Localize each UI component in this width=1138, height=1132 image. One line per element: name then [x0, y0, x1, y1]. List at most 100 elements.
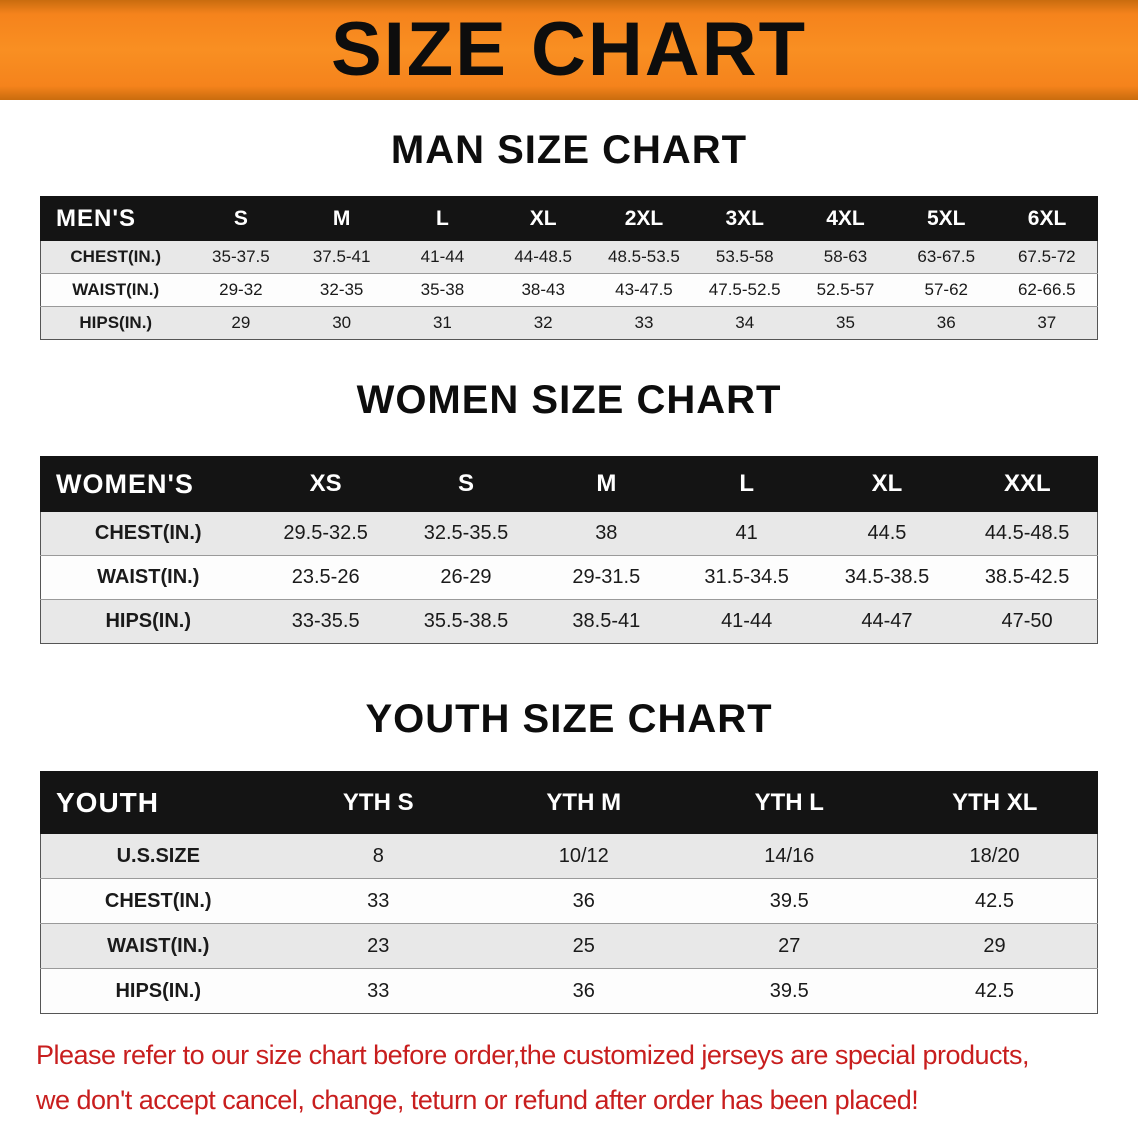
measurement-value: 41	[735, 522, 758, 544]
measurement-label: CHEST(IN.)	[104, 889, 212, 912]
table-title-cell: YOUTH	[40, 771, 276, 834]
women-section-heading: WOMEN SIZE CHART	[356, 378, 782, 422]
disclaimer-note: Please refer to our size chart before or…	[36, 1038, 1102, 1118]
measurement-value: 39.5	[769, 979, 809, 1002]
measurement-value: 29	[983, 934, 1006, 957]
size-header-cell: XL	[492, 196, 595, 241]
youth-size-table: YOUTH YTH S YTH M YTH L YTH XL U.S.SIZE 8 10/12…	[40, 771, 1098, 1014]
measurement-value: 23.5-26	[291, 566, 360, 588]
measurement-value: 35-38	[420, 280, 465, 299]
measurement-value: 33	[634, 313, 654, 332]
measurement-value: 32-35	[319, 280, 364, 299]
measurement-value: 29-31.5	[572, 566, 641, 588]
size-header-cell: YTH S	[275, 771, 482, 834]
table-header-row: YOUTH YTH S YTH M YTH L YTH XL	[40, 771, 1098, 834]
measurement-value: 33	[367, 889, 390, 912]
measurement-value: 37	[1037, 313, 1057, 332]
measurement-value: 18/20	[969, 844, 1020, 867]
measurement-value: 44-47	[861, 610, 913, 632]
measurement-value: 52.5-57	[816, 280, 875, 299]
measurement-value: 32	[533, 313, 553, 332]
size-header-cell: 5XL	[895, 196, 998, 241]
measurement-value: 38.5-41	[572, 610, 641, 632]
measurement-value: 36	[936, 313, 956, 332]
measurement-value: 36	[572, 889, 595, 912]
measurement-value: 32.5-35.5	[423, 522, 509, 544]
size-header-cell: XXL	[956, 456, 1099, 512]
measurement-value: 42.5	[975, 979, 1014, 1002]
measurement-value: 29.5-32.5	[283, 522, 368, 544]
measurement-value: 62-66.5	[1017, 280, 1076, 299]
measurement-row: WAIST(IN.) 29-32 32-35 35-38 38-43 43-47.5 47.…	[40, 273, 1098, 307]
women-size-table: WOMEN'S XS S M L XL XXL CHEST(IN.) 29.5-32.5 32.5…	[40, 456, 1099, 644]
measurement-value: 39.5	[769, 889, 809, 912]
measurement-value: 34.5-38.5	[844, 566, 930, 588]
measurement-value: 10/12	[558, 844, 609, 867]
measurement-value: 37.5-41	[312, 247, 371, 266]
measurement-value: 53.5-58	[715, 247, 774, 266]
measurement-value: 41-44	[420, 247, 465, 266]
measurement-row: CHEST(IN.) 29.5-32.5 32.5-35.5 38 41 44.5 44.5…	[40, 511, 1098, 556]
measurement-value: 42.5	[975, 889, 1014, 912]
size-header-cell: M	[290, 196, 393, 241]
measurement-value: 67.5-72	[1017, 247, 1076, 266]
size-header-cell: XS	[254, 456, 397, 512]
measurement-row: CHEST(IN.) 33 36 39.5 42.5	[40, 878, 1098, 924]
measurement-row: HIPS(IN.) 33-35.5 35.5-38.5 38.5-41 41-44 44-…	[40, 599, 1098, 644]
measurement-value: 35.5-38.5	[423, 610, 509, 632]
size-header-cell: M	[535, 456, 677, 512]
size-header-cell: YTH L	[686, 771, 893, 834]
measurement-label: U.S.SIZE	[116, 844, 200, 867]
youth-section-heading: YOUTH SIZE CHART	[365, 697, 773, 741]
measurement-label: CHEST(IN.)	[94, 522, 202, 544]
measurement-label: HIPS(IN.)	[79, 313, 153, 332]
measurement-value: 33	[367, 979, 390, 1002]
measurement-value: 41-44	[721, 610, 773, 632]
measurement-row: CHEST(IN.) 35-37.5 37.5-41 41-44 44-48.5 48.5…	[40, 240, 1098, 274]
measurement-value: 38-43	[521, 280, 565, 299]
size-header-cell: XL	[816, 456, 958, 512]
measurement-value: 29	[231, 313, 251, 332]
measurement-value: 27	[778, 934, 801, 957]
measurement-value: 25	[572, 934, 595, 957]
size-header-cell: 3XL	[693, 196, 796, 241]
measurement-value: 33-35.5	[291, 610, 360, 632]
measurement-value: 43-47.5	[615, 280, 673, 299]
measurement-value: 36	[572, 979, 595, 1002]
measurement-row: WAIST(IN.) 23.5-26 26-29 29-31.5 31.5-34.5 34…	[40, 555, 1098, 600]
size-header-cell: S	[395, 456, 537, 512]
measurement-value: 30	[332, 313, 352, 332]
measurement-value: 14/16	[764, 844, 815, 867]
measurement-label: WAIST(IN.)	[107, 934, 210, 957]
measurement-label: HIPS(IN.)	[105, 610, 192, 632]
size-header-cell: L	[391, 196, 494, 241]
measurement-row: HIPS(IN.) 33 36 39.5 42.5	[40, 968, 1098, 1014]
youth-size-section: YOUTH SIZE CHART YOUTH YTH S YTH M YTH L YTH…	[0, 699, 1138, 1014]
disclaimer-line-2: we don't accept cancel, change, teturn o…	[36, 1085, 919, 1116]
measurement-label: WAIST(IN.)	[72, 280, 160, 299]
measurement-value: 63-67.5	[917, 247, 976, 266]
measurement-value: 29-32	[219, 280, 263, 299]
measurement-value: 47-50	[1001, 610, 1053, 632]
table-title-cell: MEN'S	[40, 196, 191, 241]
size-header-cell: 6XL	[996, 196, 1098, 241]
measurement-value: 47.5-52.5	[708, 280, 781, 299]
men-section-heading: MAN SIZE CHART	[390, 128, 748, 172]
men-size-section: MAN SIZE CHART MEN'S S M L XL 2XL 3XL 4XL 5XL 6XL…	[0, 130, 1138, 340]
measurement-value: 23	[367, 934, 390, 957]
table-header-row: MEN'S S M L XL 2XL 3XL 4XL 5XL 6XL	[40, 196, 1098, 241]
table-header-row: WOMEN'S XS S M L XL XXL	[40, 456, 1099, 512]
measurement-value: 44-48.5	[514, 247, 573, 266]
banner-title: SIZE CHART	[331, 7, 807, 92]
size-header-cell: 4XL	[794, 196, 897, 241]
measurement-value: 31.5-34.5	[704, 566, 789, 588]
measurement-row: HIPS(IN.) 29 30 31 32 33 34 35 36 37	[40, 306, 1098, 340]
measurement-row: U.S.SIZE 8 10/12 14/16 18/20	[40, 833, 1098, 879]
size-header-cell: YTH M	[480, 771, 687, 834]
women-size-section: WOMEN SIZE CHART WOMEN'S XS S M L XL XXL CHEST(…	[0, 380, 1138, 644]
measurement-value: 8	[372, 844, 384, 867]
measurement-label: WAIST(IN.)	[97, 566, 200, 588]
measurement-value: 44.5	[867, 522, 907, 544]
size-header-cell: YTH XL	[891, 771, 1098, 834]
